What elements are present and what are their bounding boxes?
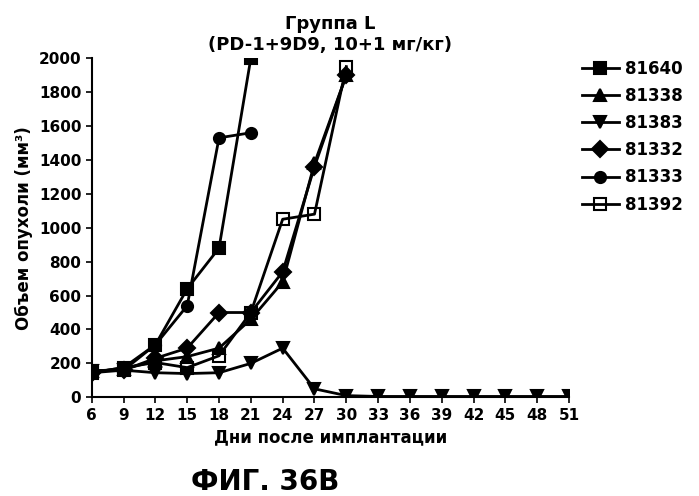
81383 — [151, 370, 159, 375]
Legend: 81640, 81338, 81383, 81332, 81333, 81392: 81640, 81338, 81383, 81332, 81333, 81392 — [582, 60, 684, 213]
81332 — [151, 355, 159, 361]
81333 — [151, 342, 159, 348]
81332 — [310, 164, 319, 170]
81333 — [183, 303, 192, 309]
81333 — [247, 130, 255, 136]
81332 — [342, 72, 350, 78]
81383 — [247, 361, 255, 367]
Line: 81383: 81383 — [86, 343, 575, 402]
81640 — [247, 55, 255, 61]
Line: 81332: 81332 — [86, 69, 352, 378]
Y-axis label: Объем опухоли (мм³): Объем опухоли (мм³) — [15, 126, 33, 330]
81338 — [342, 72, 350, 78]
81338 — [247, 316, 255, 322]
81332 — [278, 269, 287, 275]
81383 — [405, 393, 414, 399]
81383 — [87, 368, 96, 374]
Text: ФИГ. 36В: ФИГ. 36В — [192, 468, 340, 496]
81392 — [215, 353, 223, 359]
81338 — [87, 368, 96, 374]
81332 — [247, 310, 255, 315]
81392 — [310, 211, 319, 217]
81383 — [501, 393, 510, 399]
81383 — [310, 386, 319, 392]
81383 — [120, 367, 128, 373]
81338 — [183, 354, 192, 360]
Line: 81640: 81640 — [86, 53, 257, 376]
81338 — [215, 345, 223, 351]
Line: 81338: 81338 — [86, 69, 352, 376]
81383 — [278, 345, 287, 351]
81392 — [278, 216, 287, 222]
X-axis label: Дни после имплантации: Дни после имплантации — [214, 428, 447, 446]
81383 — [438, 393, 446, 399]
81333 — [120, 365, 128, 371]
81392 — [87, 370, 96, 375]
Title: Группа L
(PD-1+9D9, 10+1 мг/кг): Группа L (PD-1+9D9, 10+1 мг/кг) — [208, 15, 452, 54]
Line: 81333: 81333 — [86, 127, 257, 378]
81392 — [183, 365, 192, 371]
81640 — [120, 367, 128, 373]
Line: 81392: 81392 — [86, 61, 352, 378]
81333 — [87, 370, 96, 375]
81383 — [183, 371, 192, 376]
81383 — [215, 370, 223, 375]
81392 — [120, 365, 128, 371]
81333 — [215, 135, 223, 141]
81332 — [183, 345, 192, 351]
81392 — [151, 360, 159, 366]
81640 — [183, 286, 192, 292]
81383 — [533, 393, 542, 399]
81640 — [151, 342, 159, 348]
81383 — [374, 393, 382, 399]
81392 — [342, 63, 350, 69]
81383 — [342, 393, 350, 399]
81332 — [215, 310, 223, 315]
81640 — [215, 245, 223, 251]
81338 — [151, 358, 159, 364]
81338 — [120, 367, 128, 372]
81383 — [565, 393, 573, 399]
81383 — [470, 393, 478, 399]
81640 — [87, 368, 96, 374]
81332 — [87, 370, 96, 375]
81338 — [278, 279, 287, 285]
81338 — [310, 160, 319, 166]
81332 — [120, 367, 128, 373]
81392 — [247, 310, 255, 315]
